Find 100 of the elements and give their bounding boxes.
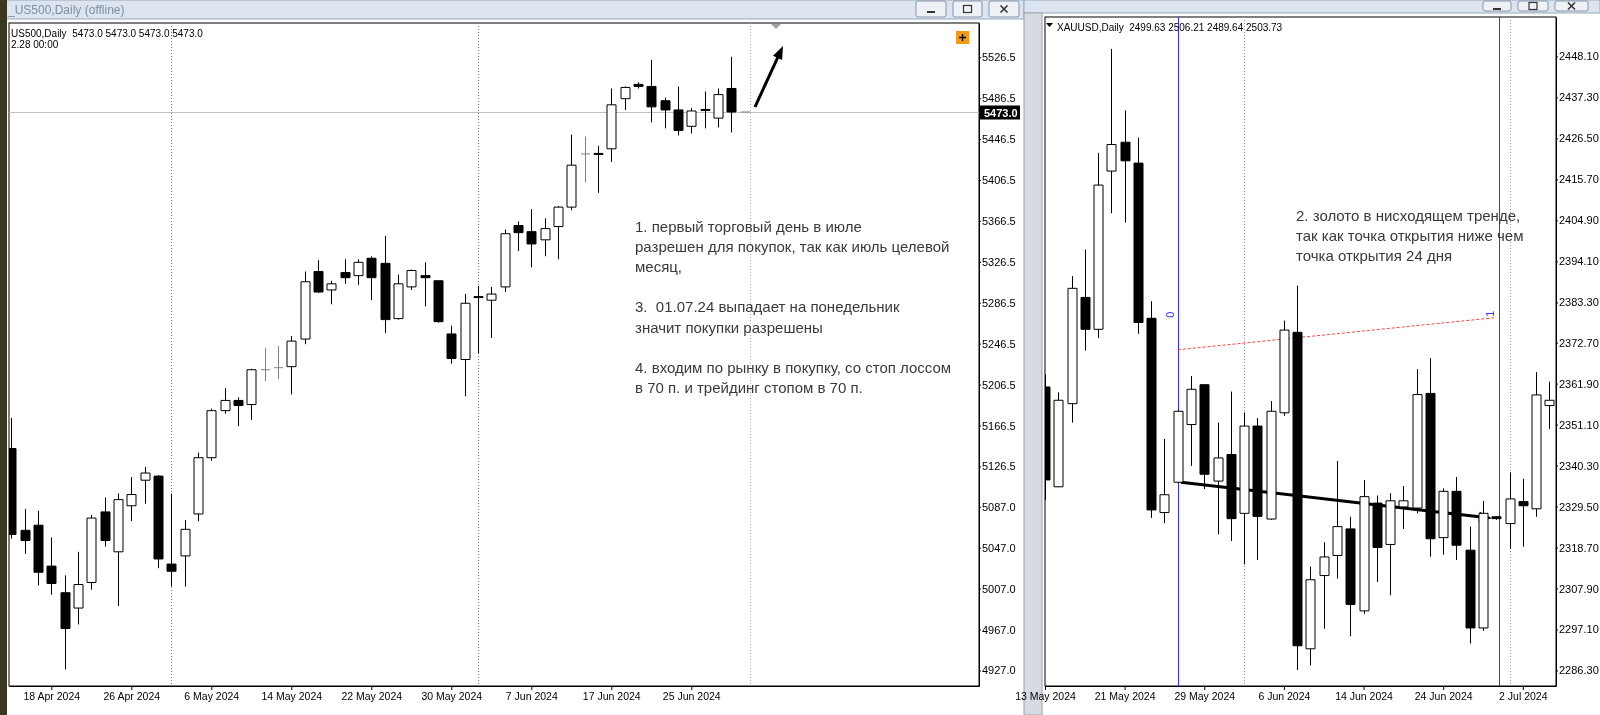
y-tick-label: 2286.30 [1559, 664, 1599, 677]
candlestick [486, 286, 497, 339]
candlestick [246, 368, 257, 421]
candlestick [1266, 400, 1277, 521]
candlestick [660, 97, 671, 129]
candlestick [233, 396, 244, 427]
x-tick-label: 24 Jun 2024 [1414, 690, 1473, 703]
x-tick-label: 6 May 2024 [184, 690, 240, 703]
candlestick [1213, 422, 1224, 535]
candlestick [726, 56, 737, 133]
candlestick [33, 510, 44, 587]
x-tick-label: 26 Apr 2024 [103, 690, 161, 703]
candlestick [673, 85, 684, 137]
x-tick-label: 21 May 2024 [1094, 690, 1156, 703]
candlestick [1332, 460, 1343, 580]
candlestick [620, 85, 631, 111]
candlestick [380, 235, 391, 334]
y-tick-label: 5366.5 [982, 214, 1016, 227]
y-tick-label: 4967.0 [982, 623, 1016, 636]
candlestick [366, 255, 377, 301]
candlestick [1239, 411, 1250, 566]
y-tick-label: 2426.50 [1559, 132, 1599, 145]
candlestick [220, 387, 231, 415]
candlestick [193, 452, 204, 522]
candlestick [1359, 479, 1370, 615]
y-tick-label: 5047.0 [982, 541, 1016, 554]
candlestick [273, 345, 284, 380]
candlestick [1385, 492, 1396, 596]
candlestick [1305, 565, 1316, 667]
candlestick [1106, 48, 1117, 214]
candlestick [1053, 391, 1064, 488]
candlestick [1279, 320, 1290, 417]
candlestick [126, 476, 137, 522]
candlestick [1226, 391, 1237, 542]
y-tick-label: 2394.10 [1559, 255, 1599, 268]
candlestick [580, 136, 591, 184]
x-tick-label: 22 May 2024 [341, 690, 403, 703]
x-tick-label: 17 Jun 2024 [582, 690, 641, 703]
candlestick [1252, 417, 1263, 561]
candlestick [1345, 516, 1356, 637]
candlestick [206, 408, 217, 462]
candlestick [166, 493, 177, 588]
x-tick-label: 7 Jun 2024 [505, 690, 558, 703]
candlestick [593, 145, 604, 194]
y-tick-label: 5446.5 [982, 133, 1016, 146]
y-tick-label: 2329.50 [1559, 500, 1599, 513]
y-tick-label: 5286.5 [982, 296, 1016, 309]
candlestick [326, 280, 337, 305]
candlestick [473, 285, 484, 354]
y-tick-label: 5126.5 [982, 460, 1016, 473]
candlestick [353, 258, 364, 286]
x-tick-label: 25 Jun 2024 [662, 690, 721, 703]
candlestick [140, 466, 151, 505]
candlestick [260, 347, 271, 382]
x-tick-label: 29 May 2024 [1174, 690, 1236, 703]
y-tick-label: 5087.0 [982, 500, 1016, 513]
candlestick [606, 87, 617, 163]
candlestick [1505, 471, 1516, 550]
x-tick-label: 2 Jul 2024 [1499, 690, 1548, 703]
candlestick [433, 280, 444, 324]
candlestick [1478, 500, 1489, 632]
y-tick-label: 2383.30 [1559, 296, 1599, 309]
x-tick-label: 18 Apr 2024 [23, 690, 81, 703]
candlestick [460, 293, 471, 397]
annotation: 3. 01.07.24 выпадает на понедельник значит покупки разрешены [635, 298, 900, 336]
annotation: 1. первый торговый день в июле разрешен для покупок, так как июль целевой месяц, [635, 217, 950, 275]
text: 2.28 00:00 [11, 38, 59, 50]
candlestick [340, 258, 351, 285]
y-tick-label: 2297.10 [1559, 623, 1599, 636]
annotation: 0 [1164, 311, 1176, 318]
candlestick [180, 519, 191, 588]
candlestick [313, 259, 324, 294]
x-tick-label: 13 May 2024 [1015, 690, 1077, 703]
candlestick [1093, 152, 1104, 339]
candlestick [540, 217, 551, 257]
x-tick-label: 14 May 2024 [261, 690, 323, 703]
candlestick [393, 274, 404, 321]
y-tick-label: 2340.30 [1559, 459, 1599, 472]
y-tick-label: 2404.90 [1559, 214, 1599, 227]
x-tick-label: 6 Jun 2024 [1258, 690, 1311, 703]
candlestick [1186, 375, 1197, 467]
y-tick-label: 2361.90 [1559, 377, 1599, 390]
candlestick [1067, 275, 1078, 424]
candlestick [1412, 368, 1423, 514]
candlestick [526, 208, 537, 268]
annotation: 4. входим по рынку в покупку, со стоп лоссом в 70 п. и трейдинг стопом в 70 п. [635, 358, 952, 397]
candlestick [1146, 300, 1157, 519]
candlestick [446, 325, 457, 365]
y-tick-label: 5486.5 [982, 92, 1016, 105]
x-tick-label: 30 May 2024 [421, 690, 483, 703]
candlestick [420, 261, 431, 307]
ref-line-label: 5473.0 [984, 106, 1018, 119]
y-tick-label: 4927.0 [982, 664, 1016, 677]
candlestick [1080, 249, 1091, 352]
candlestick [1531, 371, 1542, 518]
candlestick [1438, 487, 1449, 556]
candlestick [1425, 357, 1436, 558]
y-tick-label: 2415.70 [1559, 173, 1599, 186]
candlestick [1120, 109, 1131, 224]
candlestick [286, 335, 297, 395]
